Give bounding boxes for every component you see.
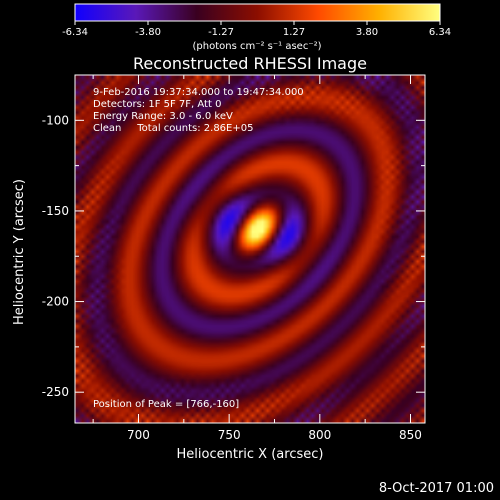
axis-ticks: 700 750 800 850 -100 -150 -200 -250: [42, 74, 425, 442]
x-tick-label: 750: [218, 428, 241, 442]
y-tick-label: -100: [42, 113, 69, 127]
plot-title: Reconstructed RHESSI Image: [133, 54, 367, 73]
colorbar-gradient: [74, 3, 441, 22]
x-tick-label: 850: [399, 428, 422, 442]
info-line-1: 9-Feb-2016 19:37:34.000 to 19:47:34.000: [93, 87, 304, 98]
x-tick-label: 800: [308, 428, 331, 442]
x-axis-label: Heliocentric X (arcsec): [177, 447, 324, 462]
colorbar-tick-label: 3.80: [356, 27, 378, 38]
colorbar-tick-label: -6.34: [62, 27, 88, 38]
heatmap-image: [75, 75, 425, 423]
colorbar-tick-label: -1.27: [208, 27, 234, 38]
colorbar: -6.34 -3.80 -1.27 1.27 3.80 6.34 (photons cm⁻…: [62, 3, 451, 52]
info-line-2: Detectors: 1F 5F 7F, Att 0: [93, 99, 221, 110]
info-line-4: Clean Total counts: 2.86E+05: [93, 123, 253, 134]
y-tick-label: -150: [42, 204, 69, 218]
info-line-3: Energy Range: 3.0 - 6.0 keV: [93, 111, 233, 122]
y-axis-label: Heliocentric Y (arcsec): [12, 179, 27, 325]
y-tick-label: -250: [42, 385, 69, 399]
footer-timestamp: 8-Oct-2017 01:00: [378, 481, 494, 496]
colorbar-ticks: -6.34 -3.80 -1.27 1.27 3.80 6.34: [62, 21, 451, 38]
x-tick-label: 700: [127, 428, 150, 442]
heatmap-raster: [75, 75, 425, 423]
colorbar-tick-label: 1.27: [283, 27, 305, 38]
colorbar-tick-label: -3.80: [135, 27, 161, 38]
colorbar-tick-label: 6.34: [429, 27, 451, 38]
y-tick-label: -200: [42, 295, 69, 309]
colorbar-unit-label: (photons cm⁻² s⁻¹ asec⁻²): [192, 41, 321, 52]
plot-frame: [74, 74, 426, 424]
peak-position-text: Position of Peak = [766,-160]: [93, 399, 239, 410]
